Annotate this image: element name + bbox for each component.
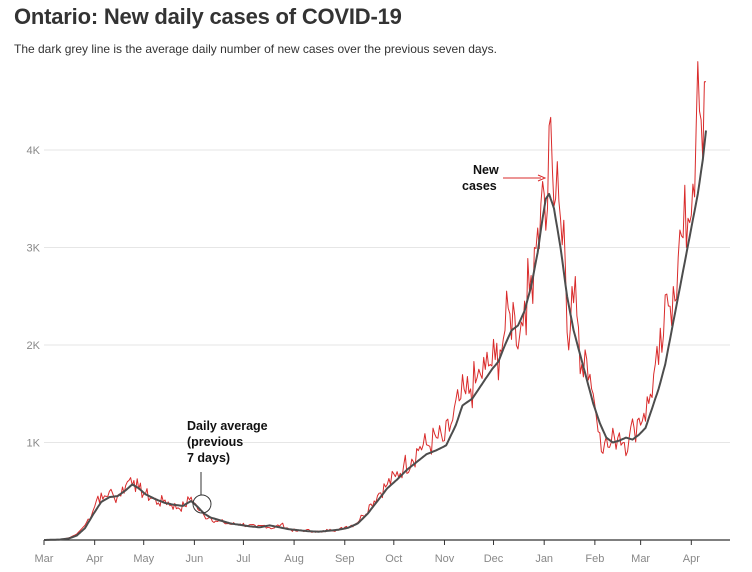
- annotation-average-line3: 7 days): [187, 451, 230, 465]
- annotation-average-circle: [192, 494, 212, 514]
- annotation-average-line2: (previous: [187, 435, 243, 449]
- x-tick-label: Nov: [435, 553, 455, 565]
- annotations: New cases Daily average (previous 7 days…: [187, 163, 547, 514]
- y-tick-label: 4K: [27, 145, 41, 157]
- x-tick-label: Apr: [86, 553, 103, 565]
- x-tick-label: May: [133, 553, 154, 565]
- chart-subtitle: The dark grey line is the average daily …: [14, 42, 497, 56]
- y-tick-label: 3K: [27, 243, 41, 255]
- series-new-cases-line: [44, 61, 706, 541]
- x-tick-label: Mar: [631, 553, 650, 565]
- x-axis: Mar Apr May Jun Jul Aug Sep Oct Nov Dec Jan Feb Mar A…: [35, 539, 730, 565]
- chart-title: Ontario: New daily cases of COVID-19: [14, 4, 402, 29]
- x-tick-label: Jun: [186, 553, 204, 565]
- x-tick-label: Mar: [35, 553, 54, 565]
- x-tick-label: Sep: [335, 553, 355, 565]
- x-tick-label: Oct: [385, 553, 402, 565]
- series-layer: [44, 61, 707, 541]
- annotation-average-line1: Daily average: [187, 419, 268, 433]
- annotation-new-cases-line1: New: [473, 163, 499, 177]
- x-tick-label: Aug: [284, 553, 304, 565]
- annotation-new-cases-line2: cases: [462, 179, 497, 193]
- annotation-new-cases-arrow-head: [537, 174, 547, 182]
- x-tick-label: Apr: [683, 553, 700, 565]
- y-axis-labels: 1K 2K 3K 4K: [27, 145, 41, 450]
- x-tick-label: Feb: [585, 553, 604, 565]
- y-tick-label: 2K: [27, 340, 41, 352]
- grid-lines: [44, 149, 730, 443]
- x-tick-label: Dec: [484, 553, 504, 565]
- series-average-line: [44, 130, 707, 541]
- x-tick-label: Jul: [236, 553, 250, 565]
- y-tick-label: 1K: [27, 438, 41, 450]
- x-tick-label: Jan: [535, 553, 553, 565]
